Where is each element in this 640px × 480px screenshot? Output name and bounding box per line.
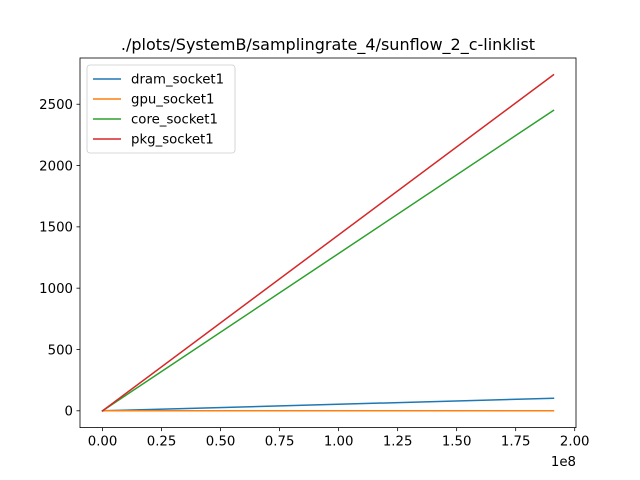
legend: dram_socket1 gpu_socket1 core_socket1 pkg_s… bbox=[86, 64, 236, 154]
y-tick-label: 1000 bbox=[39, 282, 73, 297]
x-tick-label: 0.25 bbox=[147, 435, 177, 450]
legend-label: pkg_socket1 bbox=[131, 133, 214, 148]
legend-label: gpu_socket1 bbox=[131, 93, 214, 108]
y-tick-label: 1500 bbox=[39, 221, 73, 236]
y-tick-label: 0 bbox=[65, 405, 73, 420]
legend-box bbox=[86, 64, 236, 154]
chart-title: ./plots/SystemB/samplingrate_4/sunflow_2… bbox=[121, 35, 535, 55]
y-tick-label: 500 bbox=[48, 343, 73, 358]
x-axis: 0.00 0.25 0.50 0.75 1.00 1.25 1.50 1.75 2.00 bbox=[88, 427, 590, 450]
series-line-dram-socket1 bbox=[101, 397, 555, 412]
x-tick-label: 0.75 bbox=[265, 435, 295, 450]
axes-frame bbox=[79, 57, 577, 429]
legend-label: dram_socket1 bbox=[131, 73, 224, 88]
x-tick-label: 1.00 bbox=[324, 435, 354, 450]
x-tick-label: 1.75 bbox=[501, 435, 531, 450]
series-lines bbox=[101, 73, 555, 412]
x-axis-offset-label: 1e8 bbox=[551, 455, 576, 470]
series-line-core-socket1 bbox=[101, 109, 555, 412]
legend-label: core_socket1 bbox=[131, 113, 218, 128]
x-tick-label: 0.50 bbox=[206, 435, 236, 450]
y-tick-label: 2500 bbox=[39, 98, 73, 113]
x-tick-label: 2.00 bbox=[560, 435, 590, 450]
series-line-pkg-socket1 bbox=[101, 73, 555, 412]
x-tick-label: 1.50 bbox=[442, 435, 472, 450]
x-tick-label: 1.25 bbox=[383, 435, 413, 450]
y-axis: 0 500 1000 1500 2000 2500 bbox=[39, 98, 80, 420]
x-tick-label: 0.00 bbox=[88, 435, 118, 450]
y-tick-label: 2000 bbox=[39, 159, 73, 174]
